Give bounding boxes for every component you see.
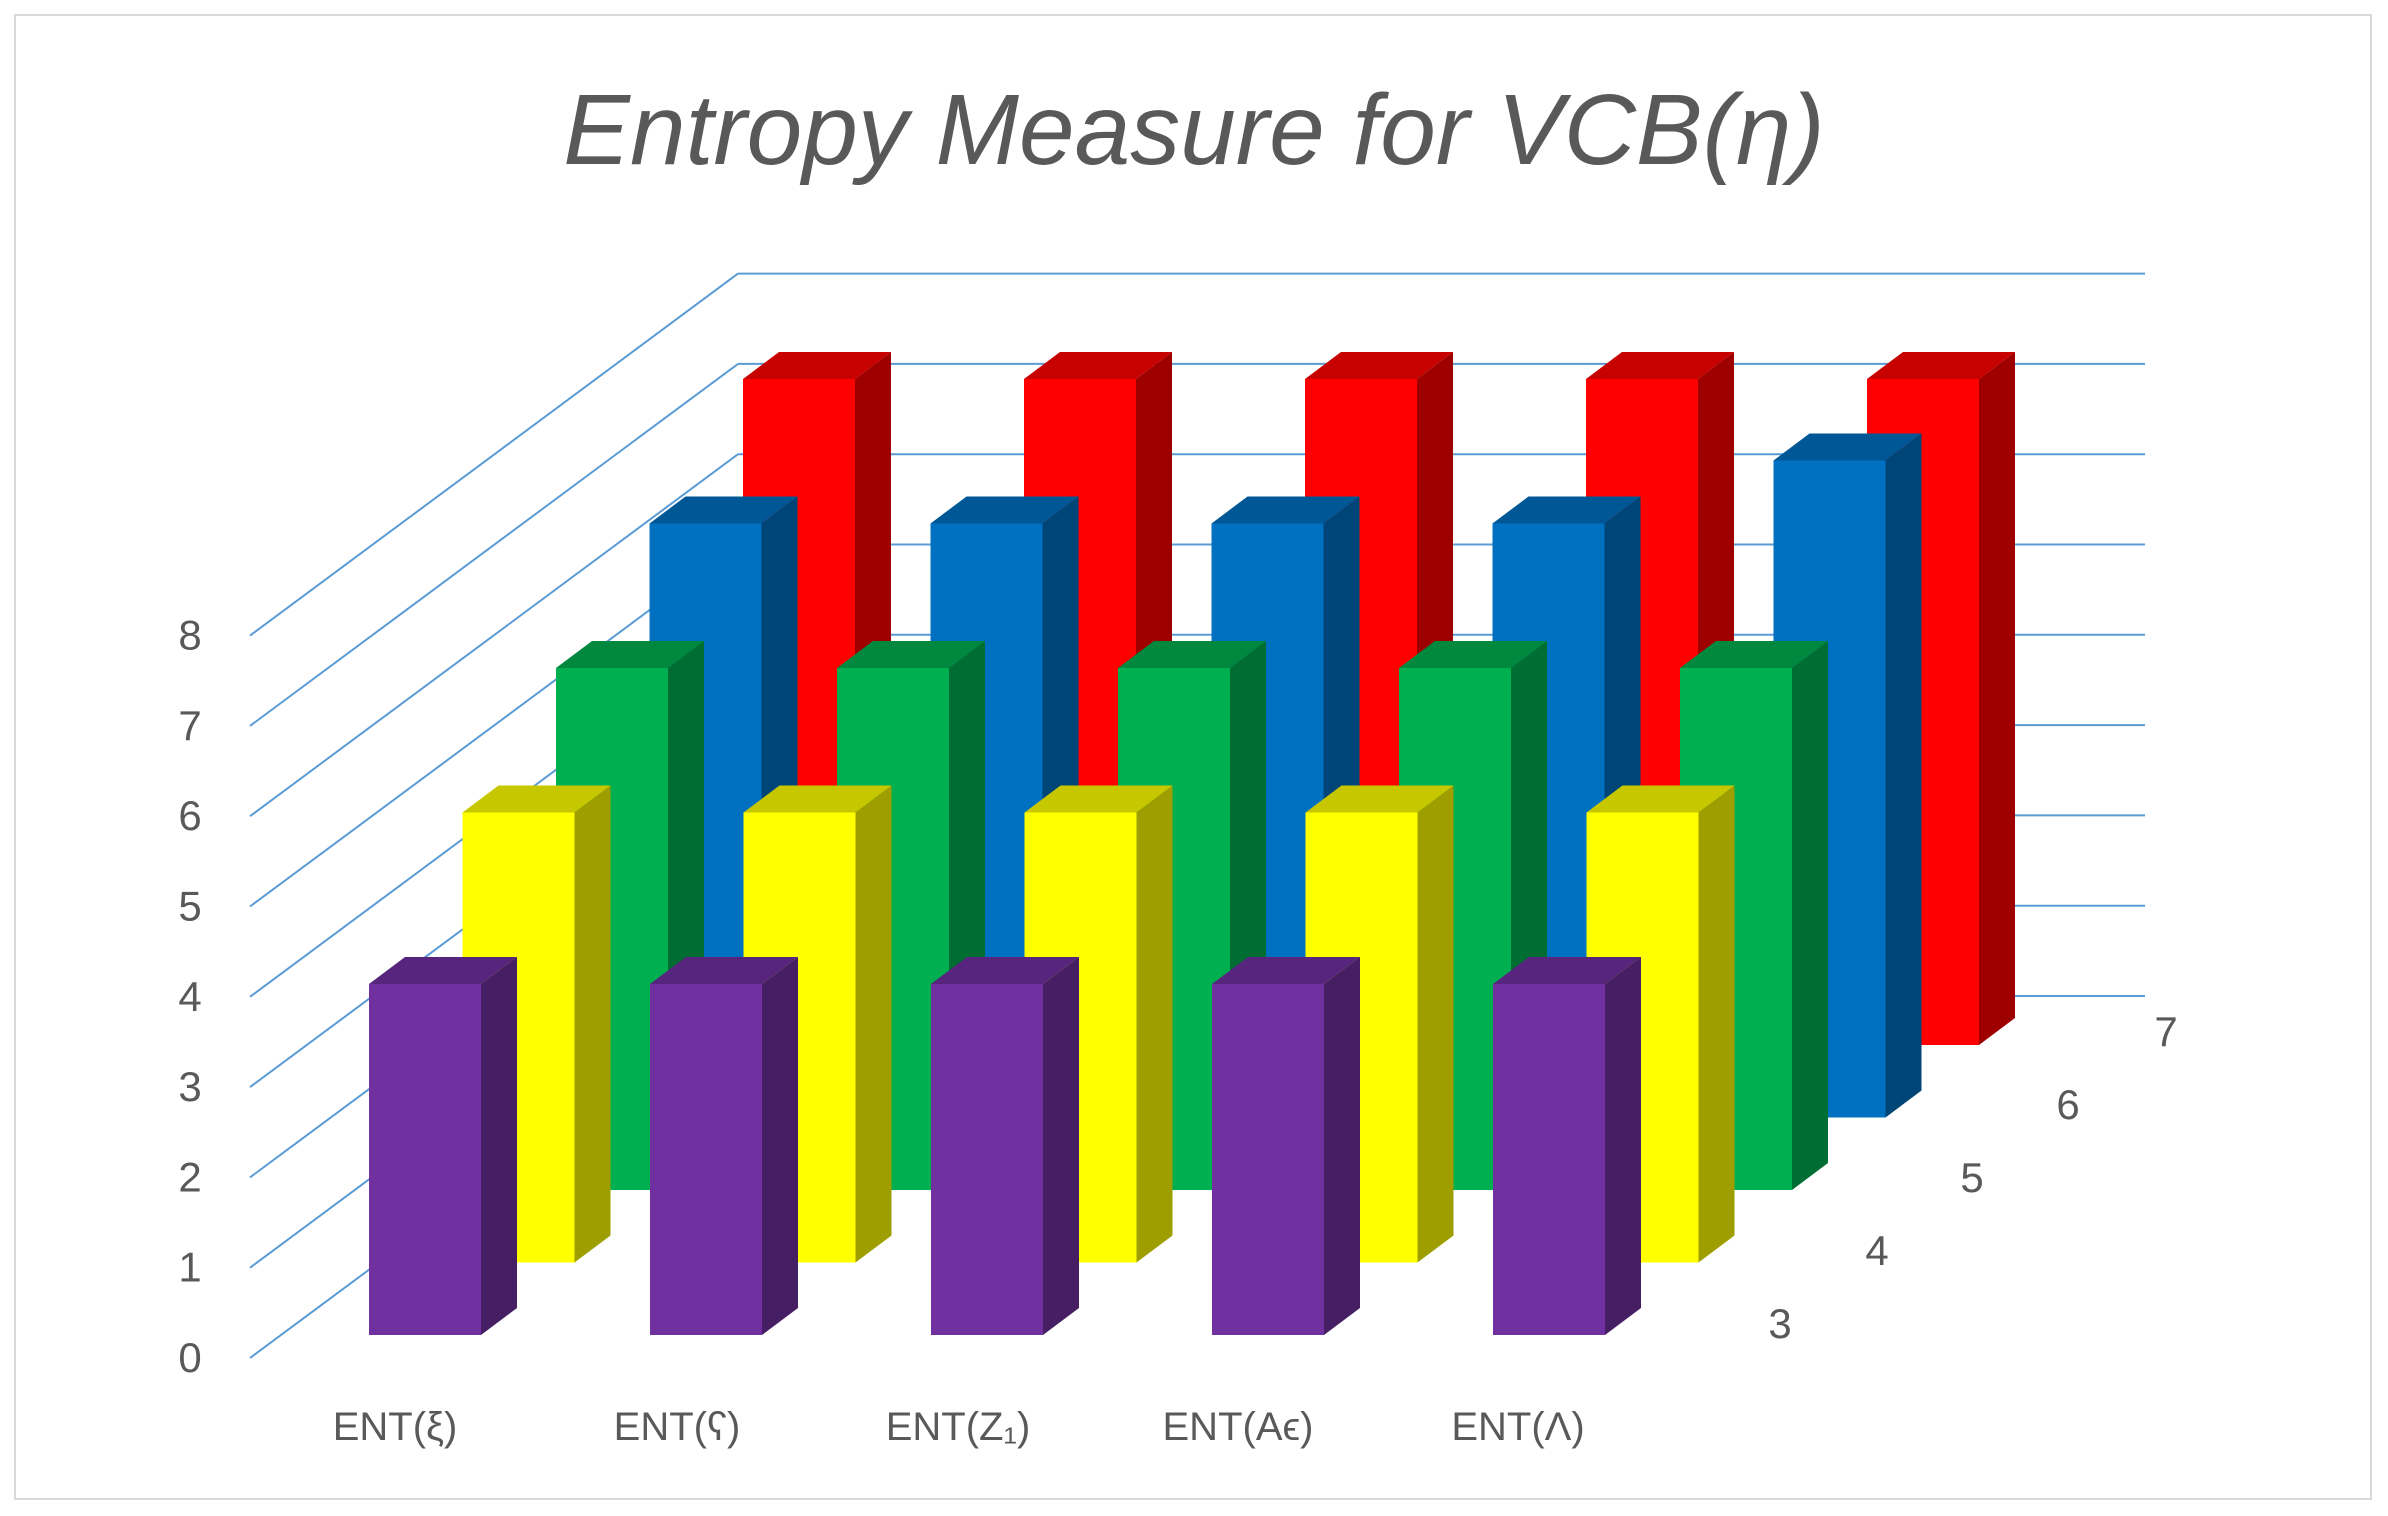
bar-side	[1979, 352, 2015, 1045]
category-label: ENT(Aϵ)	[1163, 1405, 1314, 1449]
y-tick-label: 0	[178, 1334, 201, 1381]
bar-top	[1305, 785, 1454, 813]
gridline-side	[249, 363, 739, 727]
y-tick-label: 5	[178, 883, 201, 930]
bar-side	[1324, 957, 1360, 1335]
y-tick-label: 1	[178, 1244, 201, 1291]
bar-top	[1493, 957, 1641, 984]
bar-side	[1043, 957, 1079, 1335]
series-depth-label: 6	[2056, 1081, 2079, 1128]
bar-top	[1492, 496, 1641, 524]
bar-top	[649, 496, 798, 524]
bar-top	[462, 785, 611, 813]
bar-side	[1698, 785, 1735, 1263]
bar-top	[1680, 641, 1828, 668]
bar-front	[369, 984, 481, 1335]
bar-side	[574, 785, 611, 1263]
bar-side	[855, 785, 892, 1263]
bar-top	[1024, 785, 1173, 813]
bar-top	[1024, 352, 1172, 379]
bar-top	[1867, 352, 2015, 379]
series-depth-label: 7	[2154, 1008, 2177, 1055]
bar-front	[1493, 984, 1605, 1335]
bar-3-2	[931, 957, 1079, 1335]
category-label: ENT(ʕ)	[614, 1405, 741, 1449]
bar-top	[650, 957, 798, 984]
bar-top	[931, 957, 1079, 984]
bar-top	[1399, 641, 1547, 668]
bar-side	[1417, 785, 1454, 1263]
y-tick-label: 3	[178, 1063, 201, 1110]
category-label: ENT(Λ)	[1451, 1405, 1584, 1449]
bar-top	[1211, 496, 1360, 524]
bar-top	[1212, 957, 1360, 984]
bar-top	[369, 957, 517, 984]
y-tick-label: 2	[178, 1153, 201, 1200]
bar-top	[837, 641, 985, 668]
category-labels: ENT(ξ) ENT(ʕ) ENT(Z₁) ENT(Aϵ) ENT(Λ)	[333, 1405, 1585, 1449]
bar-3-0	[369, 957, 517, 1335]
y-tick-label: 4	[178, 973, 201, 1020]
bar-front	[650, 984, 762, 1335]
series-depth-label: 3	[1768, 1300, 1791, 1347]
bar-3-3	[1212, 957, 1360, 1335]
bar-front	[931, 984, 1043, 1335]
chart-title: Entropy Measure for VCB(η)	[563, 74, 1825, 186]
bar-side	[1792, 641, 1828, 1190]
bar-top	[743, 785, 892, 813]
bar-top	[930, 496, 1079, 524]
bars	[369, 352, 2015, 1335]
series-depth-label: 5	[1960, 1154, 1983, 1201]
bar-top	[556, 641, 704, 668]
bar-top	[1586, 785, 1735, 813]
gridline-side	[249, 453, 739, 818]
category-label: ENT(Z₁)	[886, 1405, 1031, 1449]
series-depth-labels: 3 4 5 6 7	[1768, 1008, 2177, 1347]
y-tick-label: 8	[178, 612, 201, 659]
series-depth-label: 4	[1865, 1227, 1888, 1274]
bar-side	[481, 957, 517, 1335]
bar-front	[1212, 984, 1324, 1335]
gridline-side	[249, 272, 739, 637]
bar-top	[1118, 641, 1266, 668]
bar-top	[1586, 352, 1734, 379]
bar-side	[1885, 433, 1922, 1118]
bar-3-1	[650, 957, 798, 1335]
bar-3-4	[1493, 957, 1641, 1335]
bar-top	[1773, 433, 1922, 461]
bar-side	[1605, 957, 1641, 1335]
bar-top	[743, 352, 891, 379]
bar-top	[1305, 352, 1453, 379]
y-tick-label: 7	[178, 702, 201, 749]
bar-side	[1136, 785, 1173, 1263]
bar-side	[762, 957, 798, 1335]
category-label: ENT(ξ)	[333, 1405, 458, 1449]
y-tick-label: 6	[178, 792, 201, 839]
y-axis-ticks: 0 1 2 3 4 5 6 7 8	[178, 612, 201, 1381]
